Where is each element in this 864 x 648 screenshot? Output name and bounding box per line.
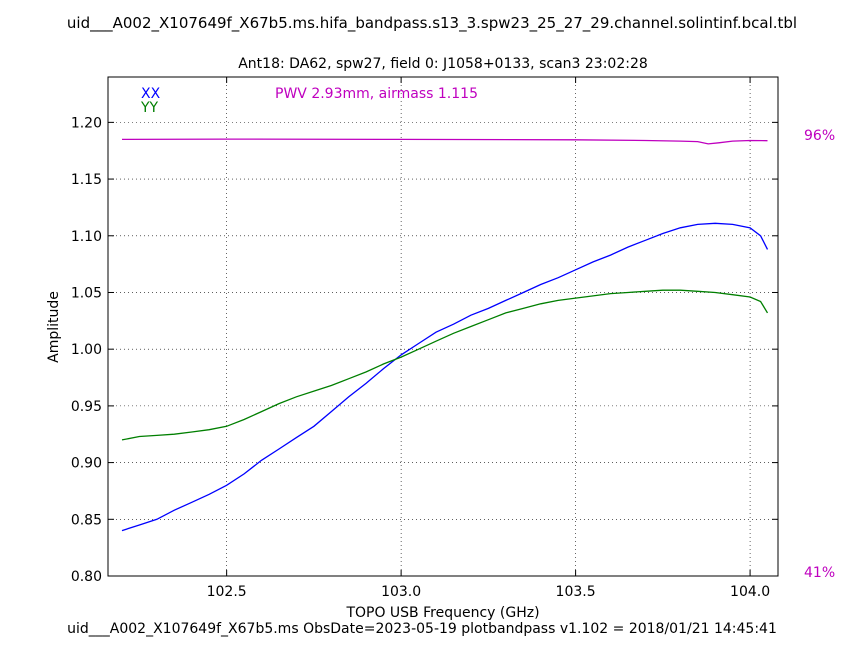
y-tick-label: 1.00 [71,342,102,358]
chart-title: uid___A002_X107649f_X67b5.ms.hifa_bandpa… [66,14,798,32]
pwv-annotation: PWV 2.93mm, airmass 1.115 [275,86,478,102]
series-line-yy [121,289,769,441]
x-tick-label: 103.0 [381,584,421,600]
plot-frame [107,76,779,577]
legend-entry-xx: XX [141,86,161,102]
x-axis-label: TOPO USB Frequency (GHz) [345,605,539,621]
y-tick-label: 1.10 [71,229,102,245]
y-tick-label: 0.80 [71,569,102,585]
axis-ticks: 102.5 103.0 103.5 104.0 0.80 0.85 0.90 0.95 1.00… [71,77,778,600]
y-tick-label: 1.20 [71,115,102,131]
y-tick-label: 0.85 [71,512,102,528]
grid-lines [108,77,778,577]
right-label-top: 96% [804,128,835,144]
legend-entry-yy: YY [140,100,159,116]
x-tick-label: 103.5 [556,584,596,600]
series-line-xx [121,222,769,532]
right-label-bottom: 41% [804,565,835,581]
y-tick-label: 0.95 [71,399,102,415]
y-tick-label: 0.90 [71,456,102,472]
y-tick-label: 1.15 [71,172,102,188]
y-axis-label: Amplitude [46,291,62,363]
footer-text: uid___A002_X107649f_X67b5.ms ObsDate=202… [67,621,777,637]
x-tick-label: 102.5 [207,584,247,600]
series-line-atmosphere [121,138,768,145]
y-tick-label: 1.05 [71,285,102,301]
series-lines [121,138,769,532]
chart-subtitle: Ant18: DA62, spw27, field 0: J1058+0133,… [238,56,648,72]
x-tick-label: 104.0 [730,584,770,600]
